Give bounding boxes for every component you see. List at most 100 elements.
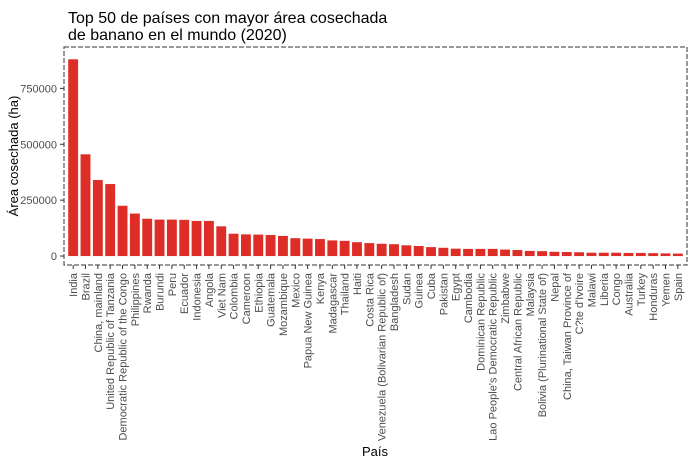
y-axis-title: Área cosechada (ha) (6, 96, 21, 217)
bar (549, 251, 560, 257)
x-tick-label: Cuba (426, 272, 438, 299)
x-tick-label: United Republic of Tanzania (105, 272, 117, 410)
x-tick-label: Madagascar (327, 273, 339, 334)
bar (80, 154, 91, 257)
x-tick-label: Venezuela (Bolivarian Republic of) (377, 273, 389, 441)
x-tick-label: Guinea (414, 272, 426, 308)
x-tick-label: Liberia (599, 272, 611, 306)
bar (265, 235, 276, 257)
bar (302, 238, 313, 257)
chart-title-line-1: Top 50 de países con mayor área cosechad… (68, 10, 387, 27)
bar (290, 238, 301, 257)
x-tick-label: Mexico (290, 273, 302, 308)
bar (635, 252, 646, 257)
bar (376, 243, 387, 257)
x-tick-label: Costa Rica (364, 272, 376, 327)
x-tick-label: China, mainland (93, 273, 105, 353)
x-tick-label: Honduras (648, 273, 660, 321)
y-tick-label: 750000 (20, 83, 57, 95)
bar (586, 252, 597, 257)
bar (129, 213, 140, 257)
y-tick-label: 250000 (20, 195, 57, 207)
x-tick-label: Yemen (660, 273, 672, 307)
bar (352, 242, 362, 257)
bar (598, 252, 609, 257)
bar (240, 234, 251, 257)
bar (648, 253, 659, 257)
bar (166, 219, 177, 257)
y-axis: 0 250000 500000 750000 (20, 83, 64, 263)
bar (413, 245, 424, 257)
bar (487, 248, 498, 257)
x-tick-label: China, Taiwan Province of (562, 272, 574, 400)
x-tick-label: Nepal (549, 273, 561, 302)
y-tick-label: 500000 (20, 139, 57, 151)
bar (327, 240, 338, 257)
x-tick-label: Peru (167, 273, 179, 296)
bar (278, 235, 288, 257)
bar (228, 233, 239, 257)
x-axis: India Brazil China, mainland United Republi… (68, 265, 685, 441)
bar (92, 180, 103, 257)
x-tick-label: Sudan (401, 273, 413, 305)
bar (438, 247, 449, 257)
bars-group (68, 59, 683, 257)
x-tick-label: Angola (204, 272, 216, 307)
bar (364, 243, 375, 257)
bar (561, 252, 572, 257)
x-tick-label: Papua New Guinea (303, 272, 315, 368)
x-tick-label: Democratic Republic of the Congo (118, 273, 130, 441)
x-tick-label: Colombia (229, 272, 241, 319)
bar (315, 239, 325, 257)
bar (426, 247, 436, 257)
bar (105, 184, 116, 257)
bar (203, 220, 214, 257)
x-tick-label: Burundi (155, 273, 167, 311)
bar (401, 245, 412, 257)
x-tick-label: Malawi (586, 273, 598, 307)
bar (623, 252, 634, 257)
bar (574, 252, 585, 257)
x-tick-label: Egypt (451, 273, 463, 301)
x-tick-label: Spain (673, 273, 685, 301)
x-tick-label: Rwanda (142, 272, 154, 313)
x-tick-label: Turkey (636, 273, 648, 307)
x-tick-label: Pakistan (438, 273, 450, 315)
x-tick-label: Mozambique (278, 273, 290, 336)
bar (611, 252, 622, 257)
x-tick-label: Cameroon (241, 273, 253, 324)
x-axis-title: País (362, 444, 389, 459)
x-tick-label: Malaysia (525, 272, 537, 316)
y-tick-label: 0 (51, 251, 57, 263)
bar (463, 248, 473, 257)
x-tick-label: Bolivia (Plurinational State of) (537, 273, 549, 417)
bar (253, 234, 264, 257)
bar (389, 244, 399, 257)
x-tick-label: Indonesia (192, 272, 204, 321)
x-tick-label: Brazil (81, 273, 93, 301)
bar (216, 226, 227, 257)
x-tick-label: Thailand (340, 273, 352, 315)
x-tick-label: India (68, 272, 80, 297)
bar (68, 59, 79, 257)
x-tick-label: C?te d'Ivoire (574, 273, 586, 334)
x-tick-label: Ecuador (179, 273, 191, 314)
bar (537, 251, 548, 257)
x-tick-label: Cambodia (463, 272, 475, 323)
x-tick-label: Ethiopia (253, 272, 265, 313)
bar (154, 219, 165, 257)
bar (179, 219, 190, 257)
bar (512, 250, 523, 257)
x-tick-label: Philippines (130, 273, 142, 327)
chart-title-line-2: de banano en el mundo (2020) (68, 27, 287, 44)
bar (339, 240, 350, 257)
x-tick-label: Dominican Republic (475, 273, 487, 371)
x-tick-label: Zimbabwe (500, 273, 512, 324)
bar (672, 253, 683, 257)
x-tick-label: Guatemala (266, 272, 278, 327)
bar (191, 220, 202, 257)
x-tick-label: Viet Nam (216, 273, 228, 318)
bar (660, 253, 671, 257)
x-tick-label: Lao People's Democratic Republic (488, 273, 500, 441)
